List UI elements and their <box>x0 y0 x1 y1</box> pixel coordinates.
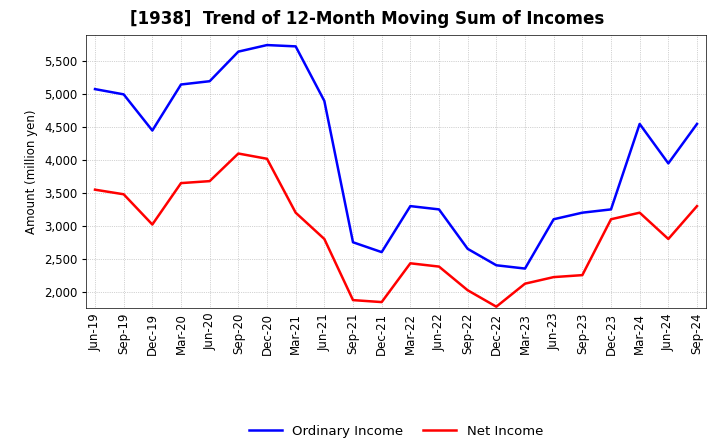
Net Income <box>205 179 214 184</box>
Ordinary Income <box>91 87 99 92</box>
Net Income <box>320 236 328 242</box>
Net Income <box>176 180 185 186</box>
Line: Net Income: Net Income <box>95 154 697 307</box>
Ordinary Income <box>263 42 271 48</box>
Ordinary Income <box>464 246 472 252</box>
Net Income <box>492 304 500 309</box>
Ordinary Income <box>176 82 185 87</box>
Net Income <box>263 156 271 161</box>
Net Income <box>148 222 157 227</box>
Ordinary Income <box>406 203 415 209</box>
Net Income <box>234 151 243 156</box>
Ordinary Income <box>635 121 644 127</box>
Legend: Ordinary Income, Net Income: Ordinary Income, Net Income <box>243 420 549 440</box>
Ordinary Income <box>234 49 243 54</box>
Ordinary Income <box>521 266 529 271</box>
Net Income <box>664 236 672 242</box>
Ordinary Income <box>120 92 128 97</box>
Net Income <box>578 272 587 278</box>
Ordinary Income <box>377 249 386 255</box>
Ordinary Income <box>549 216 558 222</box>
Ordinary Income <box>148 128 157 133</box>
Net Income <box>348 297 357 303</box>
Ordinary Income <box>492 263 500 268</box>
Net Income <box>377 300 386 305</box>
Line: Ordinary Income: Ordinary Income <box>95 45 697 268</box>
Ordinary Income <box>435 207 444 212</box>
Net Income <box>464 288 472 293</box>
Net Income <box>607 216 616 222</box>
Ordinary Income <box>693 121 701 127</box>
Net Income <box>91 187 99 192</box>
Ordinary Income <box>578 210 587 215</box>
Ordinary Income <box>607 207 616 212</box>
Net Income <box>292 210 300 215</box>
Text: [1938]  Trend of 12-Month Moving Sum of Incomes: [1938] Trend of 12-Month Moving Sum of I… <box>130 10 604 28</box>
Ordinary Income <box>292 44 300 49</box>
Net Income <box>693 203 701 209</box>
Net Income <box>549 275 558 280</box>
Ordinary Income <box>205 79 214 84</box>
Ordinary Income <box>320 98 328 103</box>
Ordinary Income <box>664 161 672 166</box>
Ordinary Income <box>348 240 357 245</box>
Y-axis label: Amount (million yen): Amount (million yen) <box>25 110 38 234</box>
Net Income <box>435 264 444 269</box>
Net Income <box>406 260 415 266</box>
Net Income <box>521 281 529 286</box>
Net Income <box>635 210 644 215</box>
Net Income <box>120 192 128 197</box>
